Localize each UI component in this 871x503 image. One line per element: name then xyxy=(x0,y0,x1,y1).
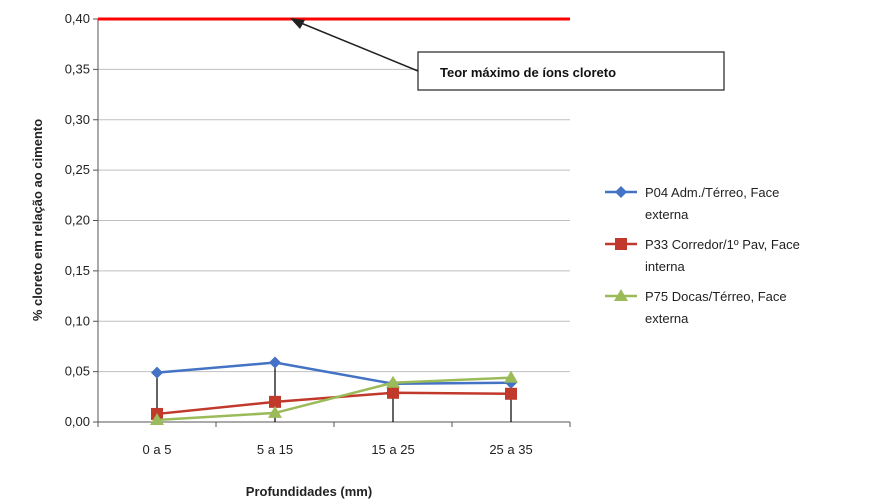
y-tick-label: 0,40 xyxy=(65,11,90,26)
legend-marker xyxy=(615,186,627,198)
y-tick-label: 0,10 xyxy=(65,313,90,328)
annotation-text: Teor máximo de íons cloreto xyxy=(440,65,616,80)
annotation-arrow xyxy=(295,20,419,72)
y-tick-label: 0,30 xyxy=(65,112,90,127)
data-point xyxy=(269,395,281,408)
data-point xyxy=(268,405,282,418)
legend-label: externa xyxy=(645,311,689,326)
annotation-box xyxy=(417,51,725,91)
legend-label: P33 Corredor/1º Pav, Face xyxy=(645,237,800,252)
y-tick-label: 0,20 xyxy=(65,213,90,228)
series-group xyxy=(150,356,518,425)
data-point xyxy=(269,356,281,369)
x-tick-label: 0 a 5 xyxy=(143,442,172,457)
legend: P04 Adm./Térreo, Face externa P33 Corredor… xyxy=(605,185,800,326)
legend-label: P04 Adm./Térreo, Face xyxy=(645,185,779,200)
x-tick-label: 25 a 35 xyxy=(489,442,532,457)
series-line xyxy=(156,361,512,385)
series-line xyxy=(156,376,512,422)
y-tick-label: 0,15 xyxy=(65,263,90,278)
x-axis-title: Profundidades (mm) xyxy=(246,484,372,499)
data-point xyxy=(505,387,517,400)
y-tick-label: 0,00 xyxy=(65,414,90,429)
data-point xyxy=(150,412,164,425)
y-tick-label: 0,25 xyxy=(65,162,90,177)
data-point xyxy=(504,370,518,383)
legend-label: interna xyxy=(645,259,686,274)
annotation-arrowhead xyxy=(290,18,305,29)
annotation: Teor máximo de íons cloreto xyxy=(290,18,725,91)
legend-label: externa xyxy=(645,207,689,222)
legend-label: P75 Docas/Térreo, Face xyxy=(645,289,787,304)
data-point xyxy=(387,386,399,399)
x-tick-label: 15 a 25 xyxy=(371,442,414,457)
y-tick-labels: 0,00 0,05 0,10 0,15 0,20 0,25 0,30 0,35 0,40 xyxy=(65,11,90,429)
series-2 xyxy=(151,386,517,420)
legend-item: P04 Adm./Térreo, Face externa xyxy=(605,185,779,222)
legend-item: P33 Corredor/1º Pav, Face interna xyxy=(605,237,800,274)
legend-item: P75 Docas/Térreo, Face externa xyxy=(605,289,787,326)
legend-marker xyxy=(615,238,627,250)
y-tick-label: 0,05 xyxy=(65,364,90,379)
x-tick-label: 5 a 15 xyxy=(257,442,293,457)
data-point xyxy=(151,366,163,379)
data-point xyxy=(386,375,400,388)
series-3 xyxy=(150,370,518,425)
y-tick-label: 0,35 xyxy=(65,61,90,76)
series-1 xyxy=(151,356,517,390)
y-axis-title: % cloreto em relação ao cimento xyxy=(30,119,45,321)
legend-marker xyxy=(614,289,628,301)
x-tick-labels: 0 a 5 5 a 15 15 a 25 25 a 35 xyxy=(143,442,533,457)
series-line xyxy=(156,391,512,416)
